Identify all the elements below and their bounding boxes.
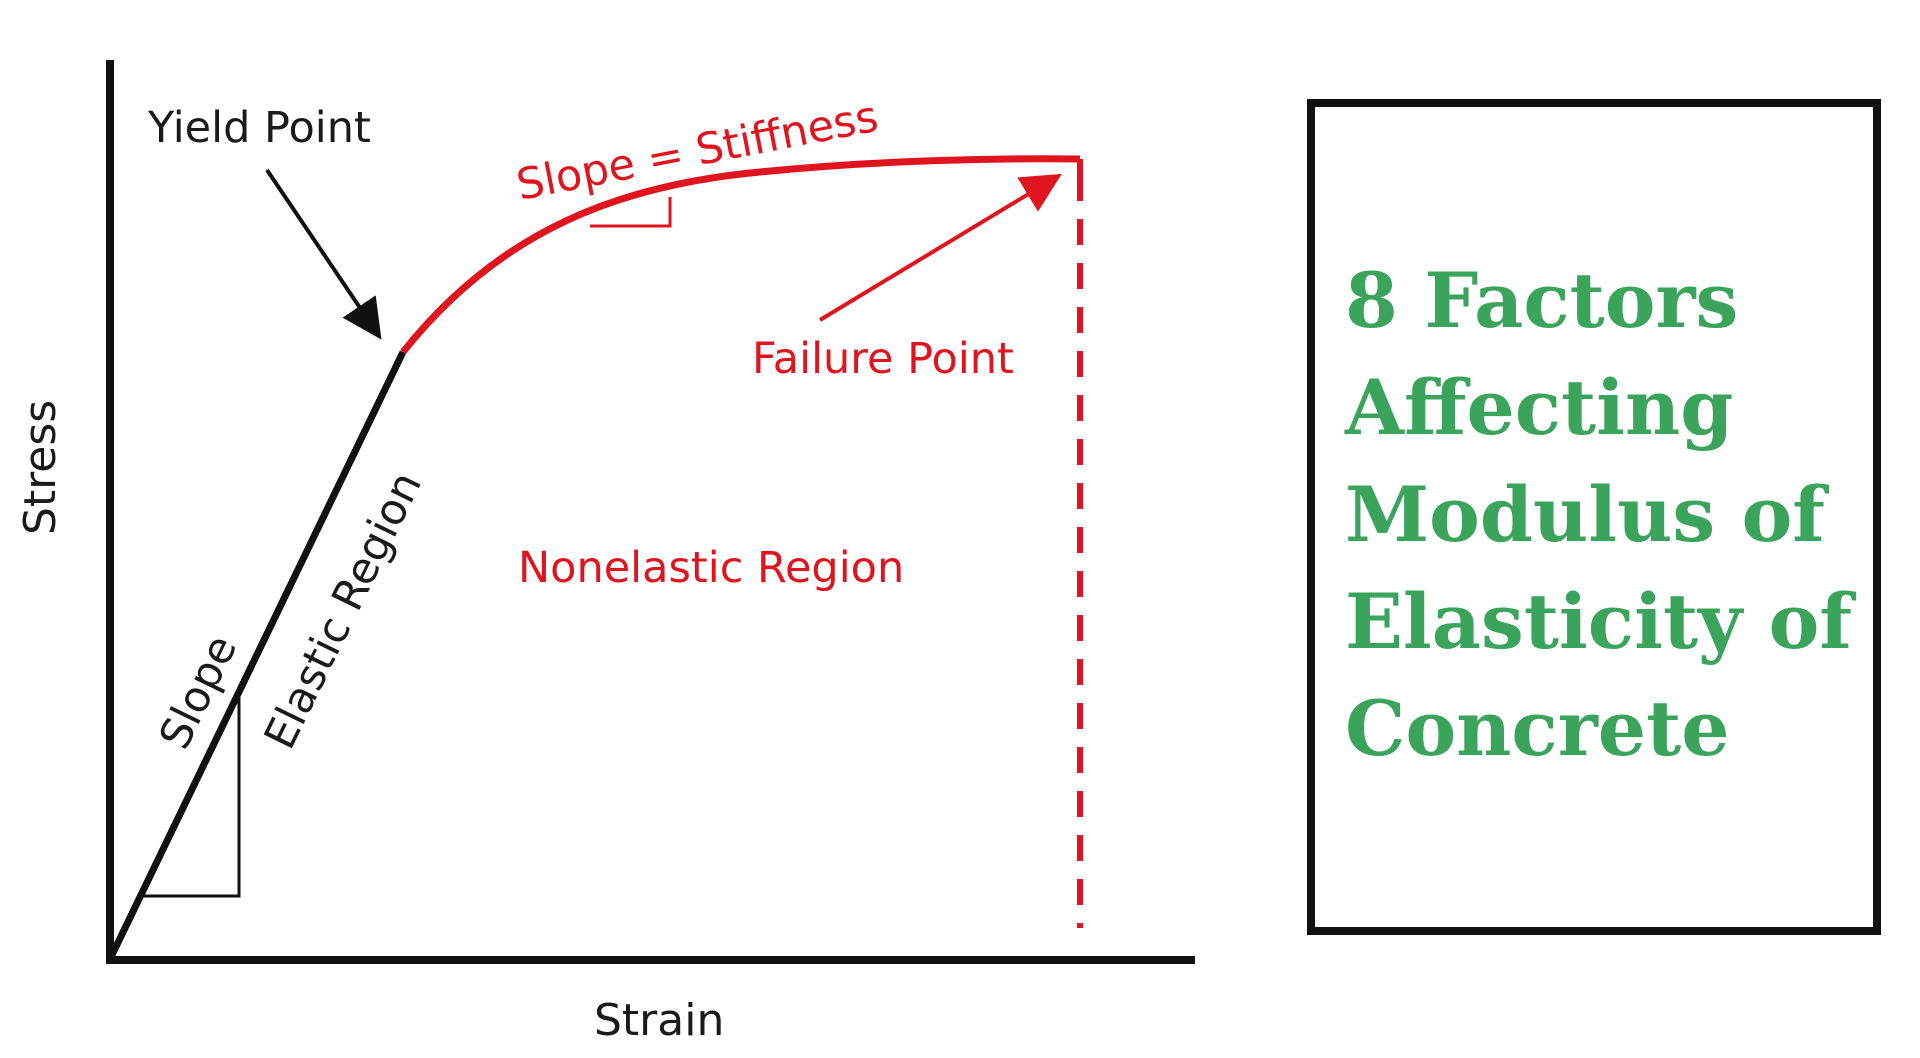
failure-point-arrow — [818, 173, 1062, 322]
nonelastic-region-label: Nonelastic Region — [518, 543, 904, 593]
curve-slope-triangle — [590, 197, 672, 228]
title-box: 8 Factors Affecting Modulus of Elasticit… — [1307, 99, 1881, 935]
y-axis-label: Stress — [15, 400, 66, 535]
slope-stiffness-label: Slope = Stiffness — [513, 92, 883, 211]
x-axis-label: Strain — [594, 995, 724, 1046]
stress-strain-curve — [400, 155, 1081, 355]
yield-point-arrow — [265, 168, 382, 340]
failure-point-label: Failure Point — [752, 334, 1014, 384]
title-text: 8 Factors Affecting Modulus of Elasticit… — [1345, 256, 1853, 773]
elastic-slope-triangle — [140, 693, 241, 898]
yield-point-label: Yield Point — [147, 103, 371, 153]
elastic-region-line — [108, 350, 407, 957]
slope-label: Slope — [150, 628, 247, 757]
